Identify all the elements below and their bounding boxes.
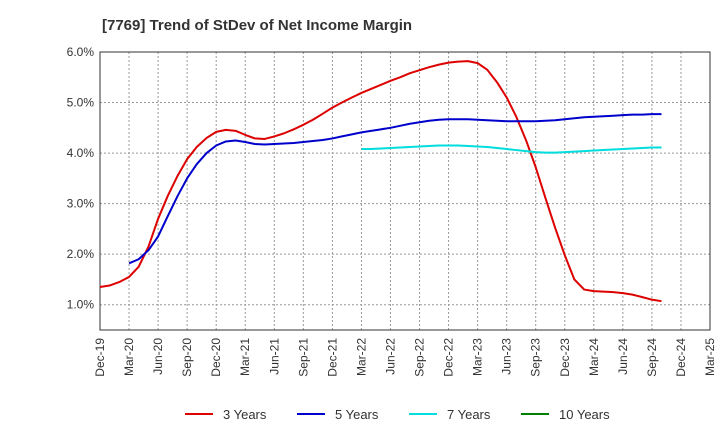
x-tick-label: Jun-24 — [616, 338, 630, 375]
y-tick-label: 6.0% — [67, 45, 95, 59]
x-tick-label: Mar-25 — [703, 338, 717, 376]
x-tick-label: Dec-23 — [558, 338, 572, 377]
series-line-0 — [99, 60, 662, 303]
plot-area — [100, 52, 710, 330]
y-tick-label: 5.0% — [67, 96, 95, 110]
legend-label-0: 3 Years — [223, 407, 267, 422]
legend-label-2: 7 Years — [447, 407, 491, 422]
series-line-1 — [128, 113, 662, 265]
x-tick-label: Sep-23 — [529, 338, 543, 377]
legend-label-3: 10 Years — [559, 407, 610, 422]
x-tick-label: Dec-20 — [209, 338, 223, 377]
x-tick-label: Sep-20 — [180, 338, 194, 377]
legend: 3 Years 5 Years 7 Years 10 Years — [185, 407, 610, 422]
plot-frame — [99, 51, 711, 331]
x-tick-label: Sep-24 — [645, 338, 659, 377]
x-tick-label: Sep-22 — [413, 338, 427, 377]
x-tick-label: Dec-19 — [93, 338, 107, 377]
x-tick-label: Dec-22 — [442, 338, 456, 377]
x-tick-label: Dec-24 — [674, 338, 688, 377]
x-tick-label: Jun-22 — [383, 338, 397, 375]
x-tick-label: Sep-21 — [296, 338, 310, 377]
y-tick-label: 3.0% — [67, 197, 95, 211]
x-tick-label: Dec-21 — [325, 338, 339, 377]
x-tick-label: Mar-21 — [238, 338, 252, 376]
x-tick-label: Mar-24 — [587, 338, 601, 376]
y-axis: 1.0% 2.0% 3.0% 4.0% 5.0% 6.0% — [67, 45, 95, 312]
series-line-2 — [361, 144, 662, 154]
y-tick-label: 1.0% — [67, 298, 95, 312]
x-axis: Dec-19 Mar-20 Jun-20 Sep-20 Dec-20 Mar-21 Jun-… — [93, 338, 717, 377]
x-tick-label: Mar-20 — [122, 338, 136, 376]
legend-label-1: 5 Years — [335, 407, 379, 422]
series-lines — [99, 60, 662, 303]
x-tick-label: Jun-20 — [151, 338, 165, 375]
chart-title: [7769] Trend of StDev of Net Income Marg… — [102, 17, 412, 34]
x-tick-label: Mar-22 — [354, 338, 368, 376]
x-tick-label: Jun-23 — [500, 338, 514, 375]
y-tick-label: 4.0% — [67, 146, 95, 160]
x-tick-label: Mar-23 — [471, 338, 485, 376]
y-tick-label: 2.0% — [67, 247, 95, 261]
x-tick-label: Jun-21 — [267, 338, 281, 375]
